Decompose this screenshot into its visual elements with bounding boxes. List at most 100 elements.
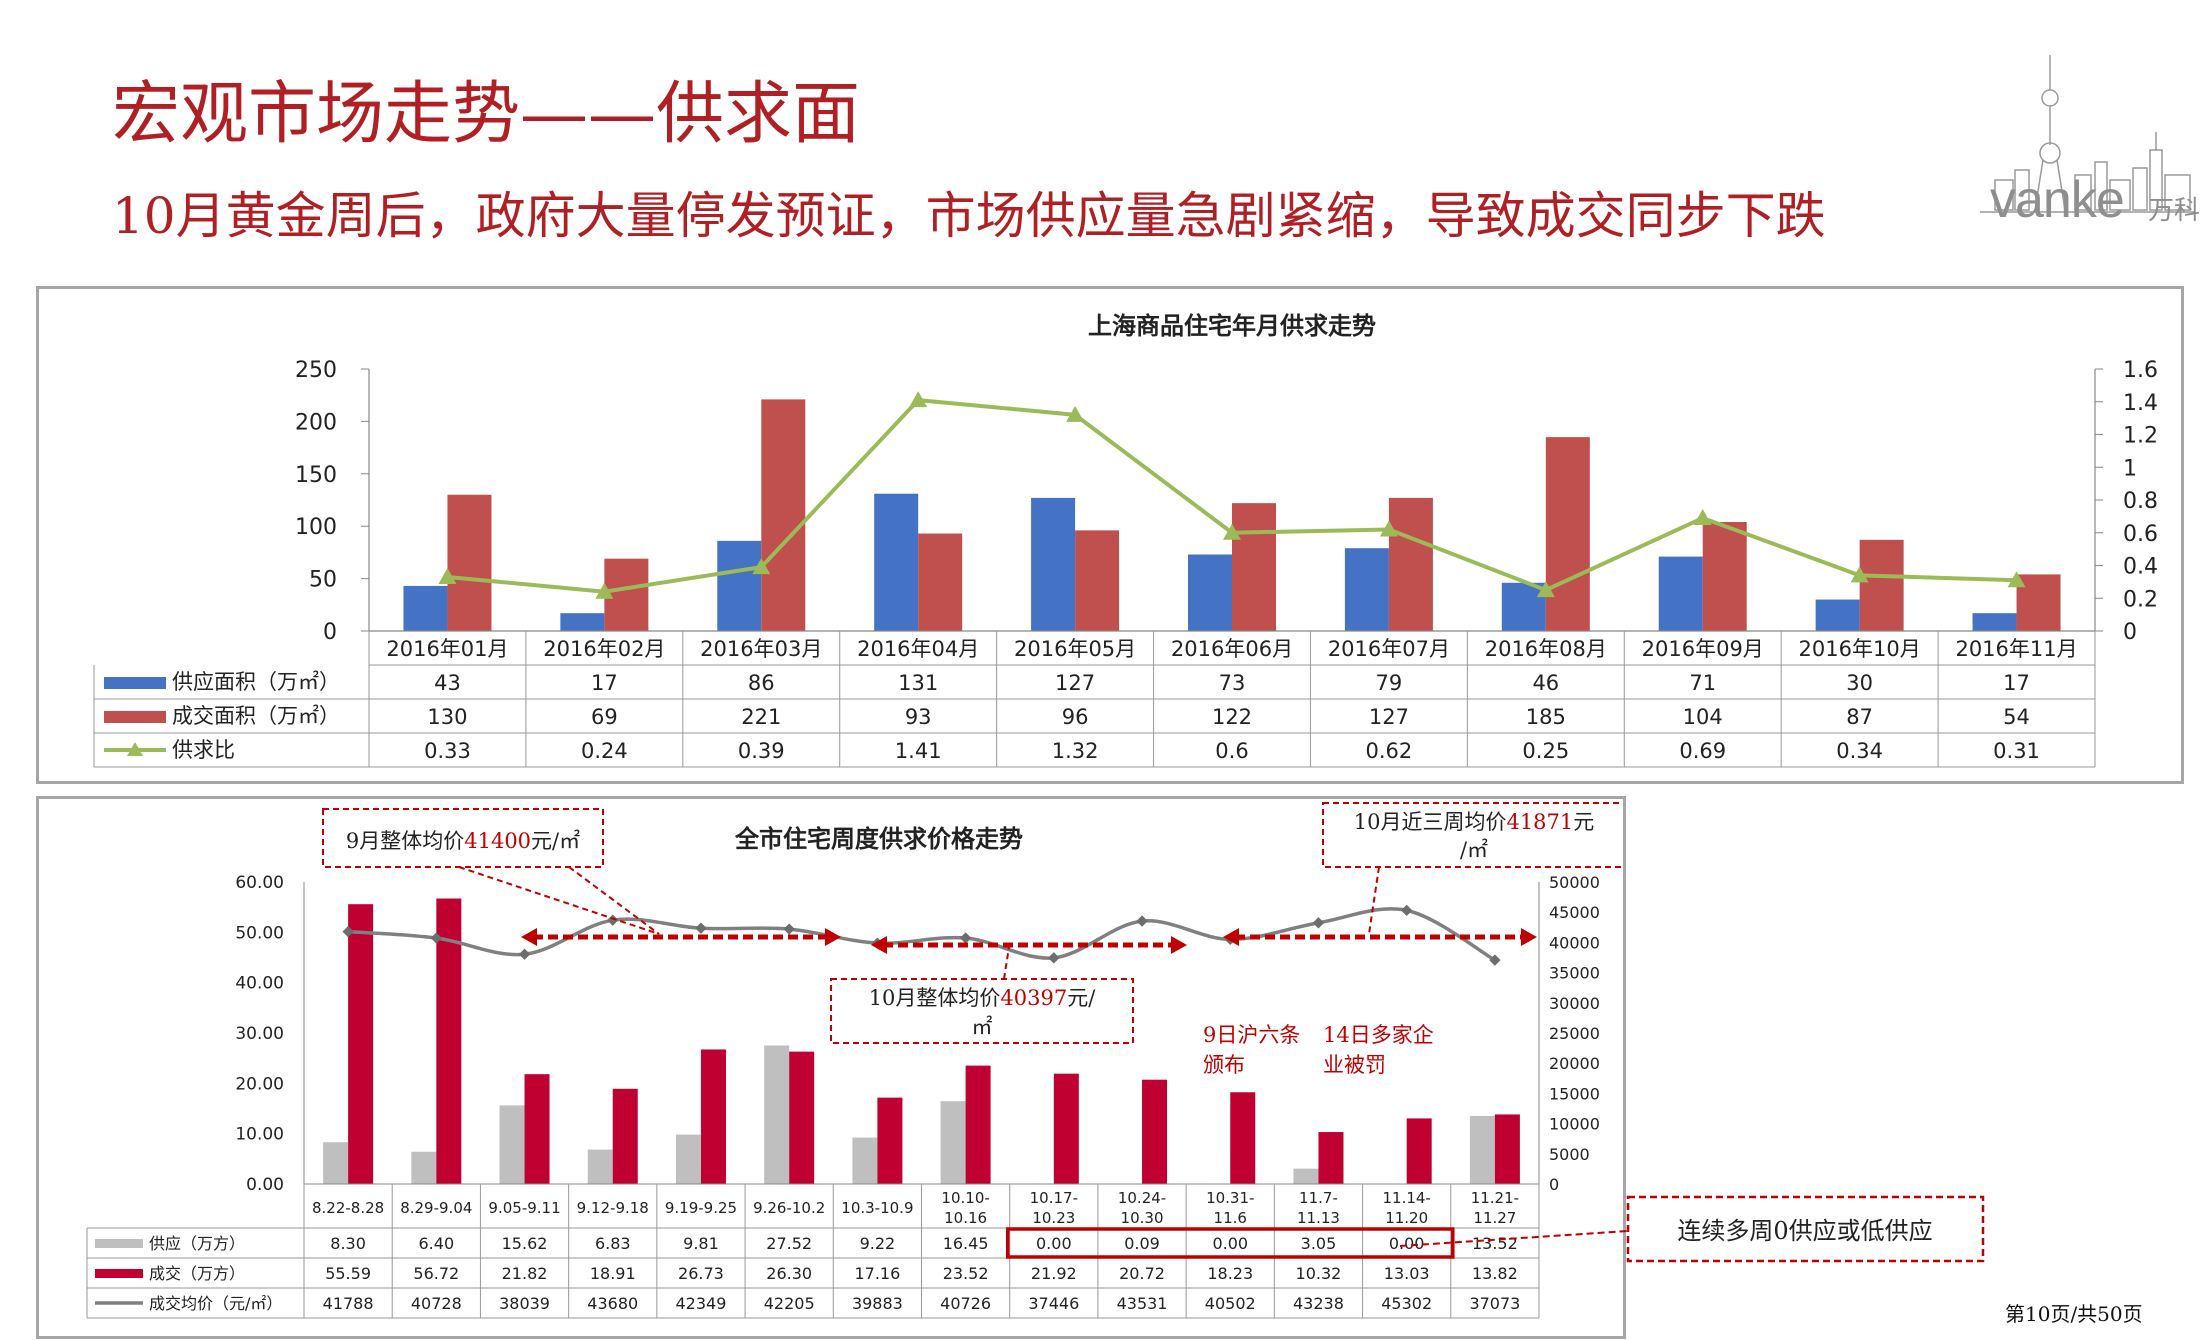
oct3w-part: 41871 xyxy=(1506,810,1573,834)
x-category-label: 2016年07月 xyxy=(1328,637,1450,661)
bar-deal xyxy=(525,1074,550,1184)
y-tick-label: 250 xyxy=(295,358,337,383)
table-cell: 42205 xyxy=(764,1294,815,1313)
vanke-logo-cn: 万科 xyxy=(2148,190,2200,227)
table-cell: 1.32 xyxy=(1052,739,1099,763)
table-cell: 43680 xyxy=(587,1294,638,1313)
table-cell: 26.73 xyxy=(678,1264,724,1283)
y-tick-label: 150 xyxy=(295,463,337,488)
point-avg-price xyxy=(1401,905,1412,916)
bar-supply-area xyxy=(560,613,604,631)
point-avg-price xyxy=(519,949,530,960)
bar-supply xyxy=(323,1142,348,1184)
oct-range-arrow-head-right xyxy=(1171,936,1187,954)
bar-deal xyxy=(1142,1080,1167,1184)
point-avg-price xyxy=(607,915,618,926)
legend-swatch xyxy=(104,711,166,723)
table-cell: 0.34 xyxy=(1836,739,1883,763)
x-category-label: 2016年05月 xyxy=(1014,637,1136,661)
bar-deal-area xyxy=(1232,503,1276,631)
oct3w-leader xyxy=(1369,867,1379,934)
sep-avg-leader xyxy=(459,867,659,934)
vanke-logo-text: vanke xyxy=(1990,170,2124,230)
table-cell: 43 xyxy=(434,671,461,695)
weekly-supply-demand-price-chart: 全市住宅周度供求价格走势0.0010.0020.0030.0040.0050.0… xyxy=(39,799,1623,1336)
policy-note-b: 14日多家企 xyxy=(1323,1023,1434,1047)
x-category-label: 2016年04月 xyxy=(857,637,979,661)
sep-range-arrow-head-left xyxy=(521,928,537,946)
table-cell: 79 xyxy=(1376,671,1403,695)
table-cell: 23.52 xyxy=(943,1264,989,1283)
sep-avg-part: 元/㎡ xyxy=(531,829,580,853)
table-cell: 86 xyxy=(748,671,775,695)
policy-note-a: 9日沪六条 xyxy=(1203,1023,1300,1047)
oct-avg-part: 元/ xyxy=(1067,986,1096,1010)
table-cell: 131 xyxy=(898,671,938,695)
table-cell: 104 xyxy=(1683,705,1723,729)
line-avg-price xyxy=(348,909,1495,960)
bar-supply-area xyxy=(1345,548,1389,631)
legend-label: 供应（万方） xyxy=(149,1234,245,1253)
table-cell: 73 xyxy=(1219,671,1246,695)
x-category-label: 11.6 xyxy=(1214,1209,1247,1227)
y-tick-label: 0.00 xyxy=(246,1175,284,1195)
bar-supply-area xyxy=(1816,600,1860,631)
table-cell: 17.16 xyxy=(854,1264,900,1283)
table-cell: 3.05 xyxy=(1301,1234,1337,1253)
table-cell: 93 xyxy=(905,705,932,729)
x-category-label: 10.31- xyxy=(1206,1189,1254,1207)
y2-tick-label: 1.6 xyxy=(2123,358,2158,383)
oct3w-callout: 10月近三周均价41871元 xyxy=(1354,810,1595,834)
legend-label: 成交（万方） xyxy=(149,1264,245,1283)
table-cell: 42349 xyxy=(676,1294,727,1313)
y2-tick-label: 50000 xyxy=(1549,873,1600,892)
table-cell: 21.82 xyxy=(502,1264,548,1283)
oct3w-callout-line2: /㎡ xyxy=(1460,838,1488,862)
table-cell: 96 xyxy=(1062,705,1089,729)
legend-swatch xyxy=(95,1239,143,1248)
bar-supply-area xyxy=(1502,583,1546,631)
y2-tick-label: 25000 xyxy=(1549,1024,1600,1043)
point-ratio xyxy=(1694,509,1712,525)
y-tick-label: 30.00 xyxy=(235,1024,284,1044)
x-category-label: 8.29-9.04 xyxy=(400,1199,472,1217)
bar-supply-area xyxy=(1973,613,2017,631)
bar-supply-area xyxy=(1031,498,1075,631)
bar-deal xyxy=(1054,1074,1079,1184)
bar-deal-area xyxy=(1075,530,1119,631)
y-tick-label: 50 xyxy=(309,568,337,593)
x-category-label: 2016年08月 xyxy=(1485,637,1607,661)
y2-tick-label: 0.6 xyxy=(2123,522,2158,547)
x-category-label: 10.17- xyxy=(1030,1189,1078,1207)
table-cell: 127 xyxy=(1055,671,1095,695)
y2-tick-label: 0.2 xyxy=(2123,587,2158,612)
table-cell: 16.45 xyxy=(943,1234,989,1253)
policy-note-a: 颁布 xyxy=(1203,1053,1245,1077)
oct-avg-callout: 10月整体均价40397元/ xyxy=(869,986,1097,1010)
bar-deal-area xyxy=(1546,437,1590,631)
monthly-supply-demand-chart: 上海商品住宅年月供求走势05010015020025000.20.40.60.8… xyxy=(39,289,2181,781)
y-tick-label: 200 xyxy=(295,410,337,435)
table-cell: 41788 xyxy=(323,1294,374,1313)
y2-tick-label: 0.8 xyxy=(2123,489,2158,514)
bar-deal-area xyxy=(918,534,962,631)
x-category-label: 10.10- xyxy=(941,1189,989,1207)
bar-deal xyxy=(789,1052,814,1184)
legend-label: 供应面积（万㎡） xyxy=(172,670,340,694)
x-category-label: 9.12-9.18 xyxy=(577,1199,649,1217)
table-cell: 6.40 xyxy=(419,1234,455,1253)
x-category-label: 2016年10月 xyxy=(1799,637,1921,661)
table-cell: 0.69 xyxy=(1679,739,1726,763)
table-cell: 55.59 xyxy=(325,1264,371,1283)
bar-supply xyxy=(676,1135,701,1184)
bar-supply-area xyxy=(874,494,918,631)
x-category-label: 10.16 xyxy=(944,1209,987,1227)
x-category-label: 10.23 xyxy=(1032,1209,1075,1227)
y-tick-label: 60.00 xyxy=(235,873,284,893)
y-tick-label: 50.00 xyxy=(235,923,284,943)
x-category-label: 2016年11月 xyxy=(1955,637,2077,661)
low-supply-callout: 连续多周0供应或低供应 xyxy=(1400,1190,2000,1270)
recent-range-arrow-head-right xyxy=(1521,928,1537,946)
table-cell: 8.30 xyxy=(330,1234,366,1253)
